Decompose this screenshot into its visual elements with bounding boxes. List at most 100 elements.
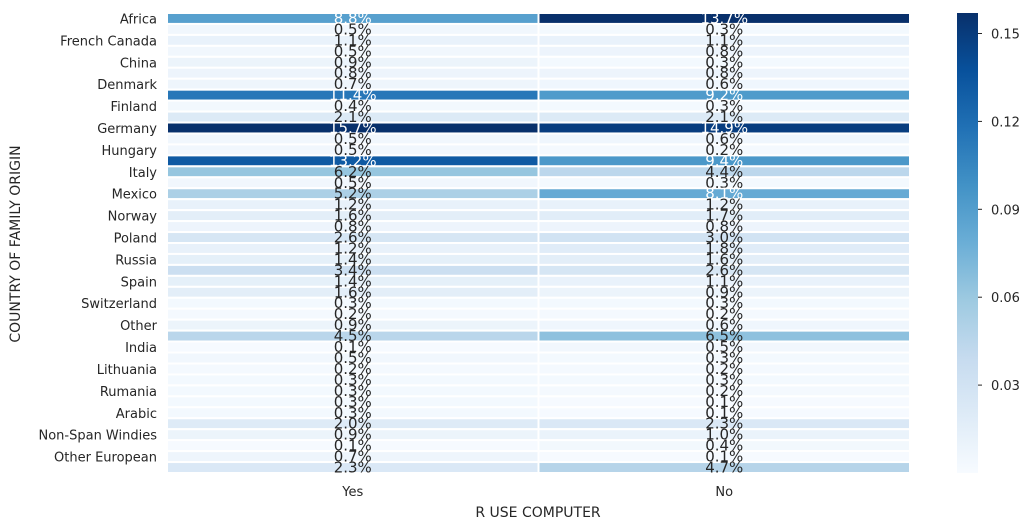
cell-value-label: 13.7%	[700, 9, 748, 27]
cell-value-label: 1.1%	[705, 272, 743, 290]
cell-value-label: 0.5%	[334, 130, 372, 148]
cell-value-label: 0.3%	[334, 393, 372, 411]
cell-value-label: 0.3%	[334, 404, 372, 422]
cell-value-label: 0.9%	[334, 426, 372, 444]
cell-value-label: 0.8%	[705, 64, 743, 82]
cell-value-label: 0.8%	[705, 218, 743, 236]
cell-value-label: 9.2%	[705, 86, 743, 104]
cell-value-label: 0.8%	[705, 42, 743, 60]
y-tick-label: China	[120, 56, 157, 71]
cell-value-label: 0.5%	[334, 349, 372, 367]
y-axis-title: COUNTRY OF FAMILY ORIGIN	[8, 145, 24, 342]
cell-value-label: 0.2%	[705, 141, 743, 159]
x-tick-label: No	[715, 485, 733, 500]
cell-value-label: 1.7%	[705, 207, 743, 225]
cell-value-label: 1.4%	[334, 272, 372, 290]
cell-value-label: 2.3%	[334, 459, 372, 477]
cell-value-label: 1.2%	[334, 239, 372, 257]
cell-value-label: 0.2%	[334, 305, 372, 323]
colorbar-tick-label: 0.15	[991, 28, 1020, 43]
colorbar-tick-labels: 0.03 0.06 0.09 0.12 0.15	[978, 28, 1020, 394]
y-tick-label: Switzerland	[81, 297, 157, 312]
cell-value-label: 0.4%	[705, 437, 743, 455]
cell-value-label: 9.4%	[705, 152, 743, 170]
cell-value-label: 1.2%	[334, 196, 372, 214]
x-tick-label: Yes	[341, 485, 363, 500]
colorbar	[957, 13, 978, 473]
cell-value-label: 6.2%	[334, 163, 372, 181]
cell-value-label: 0.5%	[334, 141, 372, 159]
cell-value-label: 0.2%	[334, 360, 372, 378]
cell-value-label: 13.2%	[329, 152, 377, 170]
cell-value-label: 0.3%	[705, 371, 743, 389]
cell-value-label: 0.4%	[334, 97, 372, 115]
y-tick-label: Poland	[114, 232, 157, 247]
y-tick-label: Other European	[54, 451, 157, 466]
y-tick-label: Russia	[115, 253, 157, 268]
cell-value-label: 0.1%	[334, 437, 372, 455]
y-tick-label: Finland	[111, 100, 157, 115]
cell-value-label: 0.7%	[334, 448, 372, 466]
cell-value-label: 0.5%	[334, 20, 372, 38]
y-tick-label: Mexico	[112, 188, 157, 203]
y-tick-label: Rumania	[100, 385, 157, 400]
y-tick-label: India	[125, 341, 157, 356]
cell-value-label: 11.4%	[329, 86, 377, 104]
cell-value-label: 15.7%	[329, 119, 377, 137]
cell-value-label: 1.6%	[705, 250, 743, 268]
cell-value-label: 3.4%	[334, 261, 372, 279]
colorbar-tick-label: 0.09	[991, 203, 1020, 218]
colorbar-tick-label: 0.12	[991, 115, 1020, 130]
cell-value-label: 0.3%	[705, 349, 743, 367]
cell-value-label: 0.3%	[705, 53, 743, 71]
cell-value-label: 2.3%	[705, 415, 743, 433]
cell-value-label: 0.6%	[705, 316, 743, 334]
y-tick-label: Italy	[129, 166, 158, 181]
cell-value-label: 0.3%	[705, 20, 743, 38]
cell-value-label: 2.1%	[705, 108, 743, 126]
cell-value-label: 0.2%	[705, 305, 743, 323]
cell-value-label: 0.6%	[705, 75, 743, 93]
cell-value-label: 1.8%	[705, 239, 743, 257]
cell-value-label: 1.0%	[705, 426, 743, 444]
cell-value-label: 4.7%	[705, 459, 743, 477]
cell-value-label: 2.6%	[705, 261, 743, 279]
y-tick-label: French Canada	[60, 34, 157, 49]
cell-value-label: 0.3%	[705, 97, 743, 115]
cell-value-label: 6.5%	[705, 327, 743, 345]
cell-value-label: 1.4%	[334, 250, 372, 268]
cell-value-label: 2.0%	[334, 415, 372, 433]
cell-value-label: 0.6%	[705, 130, 743, 148]
y-tick-label: Arabic	[116, 407, 157, 422]
heatmap-cell	[537, 461, 911, 474]
y-tick-label: Other	[120, 319, 158, 334]
x-axis-title: R USE COMPUTER	[475, 505, 601, 521]
cell-value-label: 0.9%	[334, 53, 372, 71]
cell-value-label: 1.1%	[334, 31, 372, 49]
cell-value-label: 0.2%	[705, 360, 743, 378]
cell-value-label: 0.5%	[334, 174, 372, 192]
y-tick-label: Hungary	[101, 144, 157, 159]
cell-value-label: 0.5%	[705, 338, 743, 356]
cell-value-label: 2.1%	[334, 108, 372, 126]
cell-value-label: 0.1%	[705, 404, 743, 422]
y-axis-tick-labels: Africa French Canada China Denmark Finland Ge…	[38, 12, 157, 465]
cell-value-label: 4.5%	[334, 327, 372, 345]
y-tick-label: Spain	[121, 275, 157, 290]
cell-value-label: 0.7%	[334, 75, 372, 93]
cell-value-label: 1.6%	[334, 283, 372, 301]
cell-value-label: 0.9%	[705, 283, 743, 301]
cell-value-label: 4.4%	[705, 163, 743, 181]
cell-value-label: 5.2%	[334, 185, 372, 203]
cell-value-label: 0.3%	[334, 294, 372, 312]
cell-value-label: 0.3%	[334, 371, 372, 389]
cell-value-label: 0.3%	[705, 294, 743, 312]
cell-value-label: 0.3%	[705, 174, 743, 192]
heatmap-cells	[166, 12, 911, 474]
colorbar-tick-label: 0.03	[991, 379, 1020, 394]
x-axis-tick-labels: Yes No	[341, 485, 733, 500]
y-tick-label: Lithuania	[97, 363, 157, 378]
cell-value-label: 0.8%	[334, 64, 372, 82]
cell-value-label: 0.3%	[334, 382, 372, 400]
